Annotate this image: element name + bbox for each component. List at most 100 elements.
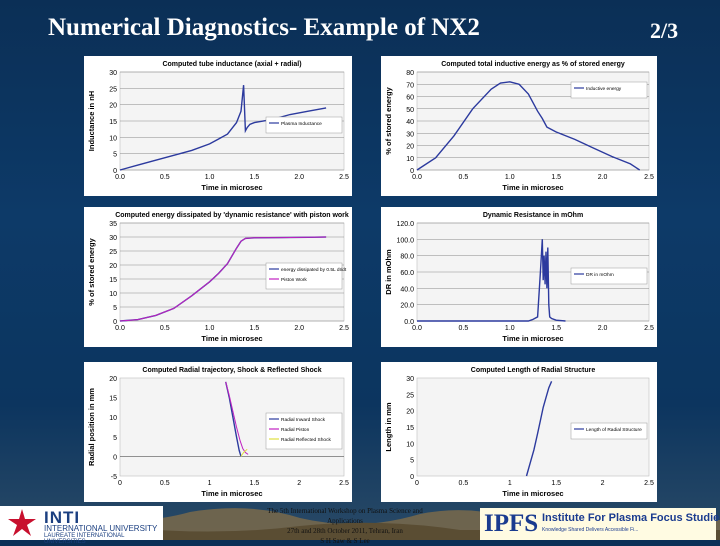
- y-tick-label: 40.0: [400, 286, 414, 293]
- legend-label: Radial Reflected Shock: [281, 437, 331, 443]
- ipfs-abbrev: IPFS: [484, 510, 539, 537]
- x-tick-label: 1.0: [505, 174, 515, 181]
- x-tick-label: 0.5: [459, 325, 469, 332]
- y-tick-label: 20: [109, 376, 117, 383]
- x-tick-label: 2: [601, 480, 605, 487]
- chart-title: Computed energy dissipated by 'dynamic r…: [115, 212, 349, 219]
- chart-panel-radial-length: 0 5 10 15 20 25 30 0 0.5 1 1.5 2 2.5 Computed Length …: [381, 362, 657, 502]
- y-tick-label: 120.0: [396, 221, 414, 228]
- y-tick-label: -5: [111, 474, 117, 481]
- y-tick-label: 0: [113, 319, 117, 326]
- x-tick-label: 0.5: [160, 325, 170, 332]
- y-tick-label: 100.0: [396, 237, 414, 244]
- y-tick-label: 20: [109, 263, 117, 270]
- y-tick-label: 60: [406, 95, 414, 102]
- x-axis-label: Time in microsec: [201, 334, 262, 343]
- x-tick-label: 1.5: [551, 480, 561, 487]
- inti-logo: INTI INTERNATIONAL UNIVERSITY LAUREATE I…: [0, 506, 163, 545]
- x-axis-label: Time in microsec: [201, 183, 262, 192]
- slide-title: Numerical Diagnostics- Example of NX2: [48, 14, 480, 41]
- y-axis-label: % of stored energy: [384, 86, 393, 154]
- series-line: [240, 448, 248, 457]
- x-axis-label: Time in microsec: [502, 489, 563, 498]
- x-tick-label: 1.5: [250, 325, 260, 332]
- y-tick-label: 5: [113, 305, 117, 312]
- conference-line1: The 5th International Workshop on Plasma…: [267, 507, 423, 525]
- legend-label: Radial Inward Shock: [281, 417, 326, 423]
- y-tick-label: 40: [406, 119, 414, 126]
- x-tick-label: 0.0: [412, 174, 422, 181]
- y-tick-label: 0: [113, 454, 117, 461]
- x-tick-label: 0.0: [115, 174, 125, 181]
- legend-box: [570, 422, 648, 440]
- dynamic-resistance-chart: 0.0 20.0 40.0 60.0 80.0 100.0 120.0 0.0 0.5 1.0 1.…: [384, 212, 654, 343]
- y-tick-label: 30: [406, 131, 414, 138]
- chart-panel-radial-trajectory: -5 0 5 10 15 20 0 0.5 1 1.5 2 2.5 Computed Radial tr…: [84, 362, 352, 502]
- legend-box: [265, 262, 343, 290]
- legend-label: Piston Work: [281, 277, 307, 283]
- legend-label: energy dissipated by 0.5L dI/dt: [281, 267, 347, 273]
- x-tick-label: 0: [118, 480, 122, 487]
- y-tick-label: 5: [113, 435, 117, 442]
- x-axis-label: Time in microsec: [201, 489, 262, 498]
- y-axis-label: DR in mOhm: [384, 249, 393, 295]
- y-tick-label: 0: [113, 168, 117, 175]
- y-tick-label: 10: [109, 291, 117, 298]
- radial-length-chart: 0 5 10 15 20 25 30 0 0.5 1 1.5 2 2.5 Computed Length …: [384, 367, 654, 498]
- y-tick-label: 15: [109, 277, 117, 284]
- x-tick-label: 1.0: [205, 174, 215, 181]
- inductance-chart: 0 5 10 15 20 25 30 0.0 0.5 1.0 1.5 2.0 2.5 Computed t…: [87, 61, 349, 192]
- series-line: [119, 236, 327, 322]
- y-tick-label: 15: [109, 396, 117, 403]
- y-tick-label: 20.0: [400, 303, 414, 310]
- x-axis-label: Time in microsec: [502, 334, 563, 343]
- y-axis-label: Radial position in mm: [87, 388, 96, 466]
- y-tick-label: 10: [406, 156, 414, 163]
- chart-title: Computed tube inductance (axial + radial…: [162, 61, 301, 68]
- x-tick-label: 1: [508, 480, 512, 487]
- inti-university: INTERNATIONAL UNIVERSITY: [44, 524, 158, 533]
- y-tick-label: 0: [410, 168, 414, 175]
- x-tick-label: 0.5: [160, 174, 170, 181]
- authors: S H Saw & S Lee: [320, 537, 370, 545]
- y-tick-label: 70: [406, 82, 414, 89]
- x-tick-label: 2.5: [644, 174, 654, 181]
- y-tick-label: 30: [109, 70, 117, 77]
- y-tick-label: 15: [109, 119, 117, 126]
- x-tick-label: 2.0: [294, 325, 304, 332]
- y-tick-label: 0: [410, 474, 414, 481]
- x-tick-label: 2.5: [339, 325, 349, 332]
- ipfs-tagline: Knowledge Shared Delivers Accessible Fi.…: [542, 527, 639, 533]
- y-tick-label: 35: [109, 221, 117, 228]
- x-tick-label: 2.0: [598, 325, 608, 332]
- x-tick-label: 1.5: [250, 480, 260, 487]
- x-tick-label: 1.5: [551, 174, 561, 181]
- y-tick-label: 30: [406, 376, 414, 383]
- y-tick-label: 80: [406, 70, 414, 77]
- y-tick-label: 25: [109, 86, 117, 93]
- legend-box: [570, 267, 648, 285]
- x-tick-label: 2.5: [644, 325, 654, 332]
- y-tick-label: 5: [113, 152, 117, 159]
- x-tick-label: 0.5: [160, 480, 170, 487]
- y-tick-label: 10: [406, 441, 414, 448]
- chart-title: Computed Length of Radial Structure: [471, 367, 596, 374]
- ipfs-name: Institute For Plasma Focus Studies: [542, 512, 720, 524]
- y-tick-label: 30: [109, 235, 117, 242]
- inti-laureate: LAUREATE INTERNATIONAL UNIVERSITIES: [44, 533, 125, 545]
- inductive-energy-chart: 0 10 20 30 40 50 60 70 80 0.0 0.5 1.0 1.5 2.0 2.5 Compu…: [384, 61, 654, 192]
- chart-panel-energy-dissipated: 0 5 10 15 20 25 30 35 0.0 0.5 1.0 1.5 2.0 2.5 Computed…: [84, 207, 352, 347]
- x-tick-label: 1.0: [505, 325, 515, 332]
- legend-label: Radial Piston: [281, 427, 310, 433]
- x-tick-label: 1.5: [250, 174, 260, 181]
- legend-label: DR in mOhm: [586, 272, 614, 278]
- chart-title: Computed total inductive energy as % of …: [441, 61, 625, 68]
- inti-name: INTI: [44, 508, 81, 527]
- series-line: [416, 81, 641, 171]
- x-tick-label: 2: [297, 480, 301, 487]
- chart-title: Computed Radial trajectory, Shock & Refl…: [142, 367, 321, 374]
- energy-dissipated-chart: 0 5 10 15 20 25 30 35 0.0 0.5 1.0 1.5 2.0 2.5 Computed…: [87, 212, 349, 343]
- x-tick-label: 0.0: [115, 325, 125, 332]
- x-tick-label: 2.5: [644, 480, 654, 487]
